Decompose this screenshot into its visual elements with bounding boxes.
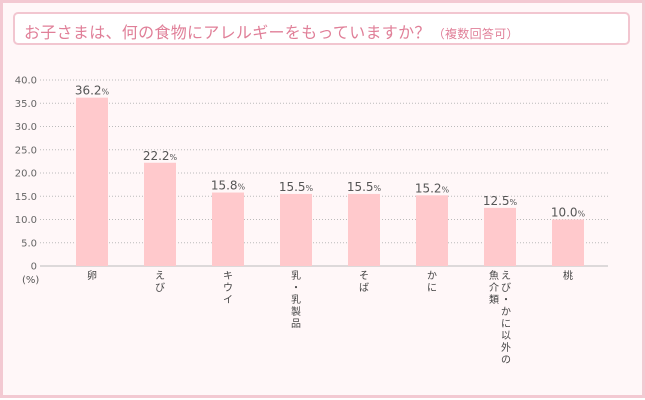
category-label-char: 桃 (563, 269, 573, 282)
chart-title: お子さまは、何の食物にアレルギーをもっていますか？ （複数回答可） (24, 19, 519, 43)
chart-subtitle: （複数回答可） (432, 27, 519, 41)
category-label-char: 乳 (291, 269, 301, 282)
category-label-char: 乳 (291, 293, 301, 306)
category-labels: 卵えびキウイ乳・乳製品そばかにえび・かに以外の魚介類桃 (87, 269, 573, 366)
category-label-char: キ (223, 271, 233, 282)
value-label: 15.5% (347, 180, 382, 194)
bar (212, 192, 244, 266)
bar (416, 195, 448, 266)
category-label-char: か (427, 270, 437, 282)
category-label-char: そ (359, 270, 369, 282)
category-label-char: 製 (291, 305, 301, 318)
y-tick-label: 25.0 (15, 145, 37, 156)
y-tick-label: 30.0 (15, 122, 37, 133)
chart-title-text: お子さまは、何の食物にアレルギーをもっていますか？ (24, 23, 431, 42)
category-label-char: ・ (291, 283, 301, 294)
category-label-char: 卵 (87, 270, 97, 282)
category-label-char: え (155, 270, 165, 282)
category-label-char: 魚 (489, 269, 499, 282)
y-tick-label: 40.0 (15, 76, 37, 87)
bar (348, 193, 380, 266)
value-label: 15.2% (415, 181, 450, 195)
bar (552, 219, 584, 266)
y-tick-label: 20.0 (15, 169, 37, 180)
category-label-char: 介 (489, 282, 499, 294)
category-label-char: え (501, 270, 511, 282)
value-label: 22.2% (143, 149, 178, 163)
category-label-char: 以 (501, 331, 511, 342)
y-tick-label: 15.0 (15, 192, 37, 203)
y-axis-unit-label: (%) (22, 275, 39, 286)
category-label-char: ば (359, 282, 369, 294)
category-label-char: か (501, 306, 511, 318)
category-label-char: イ (223, 295, 233, 306)
category-label-char: 類 (489, 294, 499, 306)
y-tick-label: 5.0 (21, 238, 37, 249)
category-label-char: の (501, 355, 511, 366)
title-box: お子さまは、何の食物にアレルギーをもっていますか？ （複数回答可） (13, 12, 630, 45)
y-tick-label: 35.0 (15, 99, 37, 110)
value-label: 15.5% (279, 180, 314, 194)
value-labels: 36.2% 22.2% 15.8% 15.5% 15.5% 15.2% 12.5% 10.0% (75, 84, 586, 220)
value-label: 15.8% (211, 179, 246, 193)
bar (144, 162, 176, 266)
value-label: 36.2% (75, 84, 110, 98)
value-label: 12.5% (483, 194, 518, 208)
y-tick-label: 0 (31, 262, 37, 273)
category-label-char: ウ (223, 282, 233, 294)
y-tick-labels: 0 5.0 10.0 15.0 20.0 25.0 30.0 35.0 40.0 (15, 76, 37, 273)
y-tick-label: 10.0 (15, 215, 37, 226)
bar (280, 193, 312, 266)
category-label-char: に (501, 318, 511, 330)
bar (484, 207, 516, 266)
grid-lines (40, 79, 608, 267)
category-label-char: 外 (501, 342, 511, 354)
category-label-char: び (501, 282, 511, 294)
bar (76, 97, 108, 266)
category-label-char: ・ (501, 295, 511, 306)
value-label: 10.0% (551, 206, 586, 220)
category-label-char: に (427, 282, 437, 294)
bars (76, 97, 584, 266)
category-label-char: び (155, 282, 165, 294)
category-label-char: 品 (291, 318, 301, 330)
